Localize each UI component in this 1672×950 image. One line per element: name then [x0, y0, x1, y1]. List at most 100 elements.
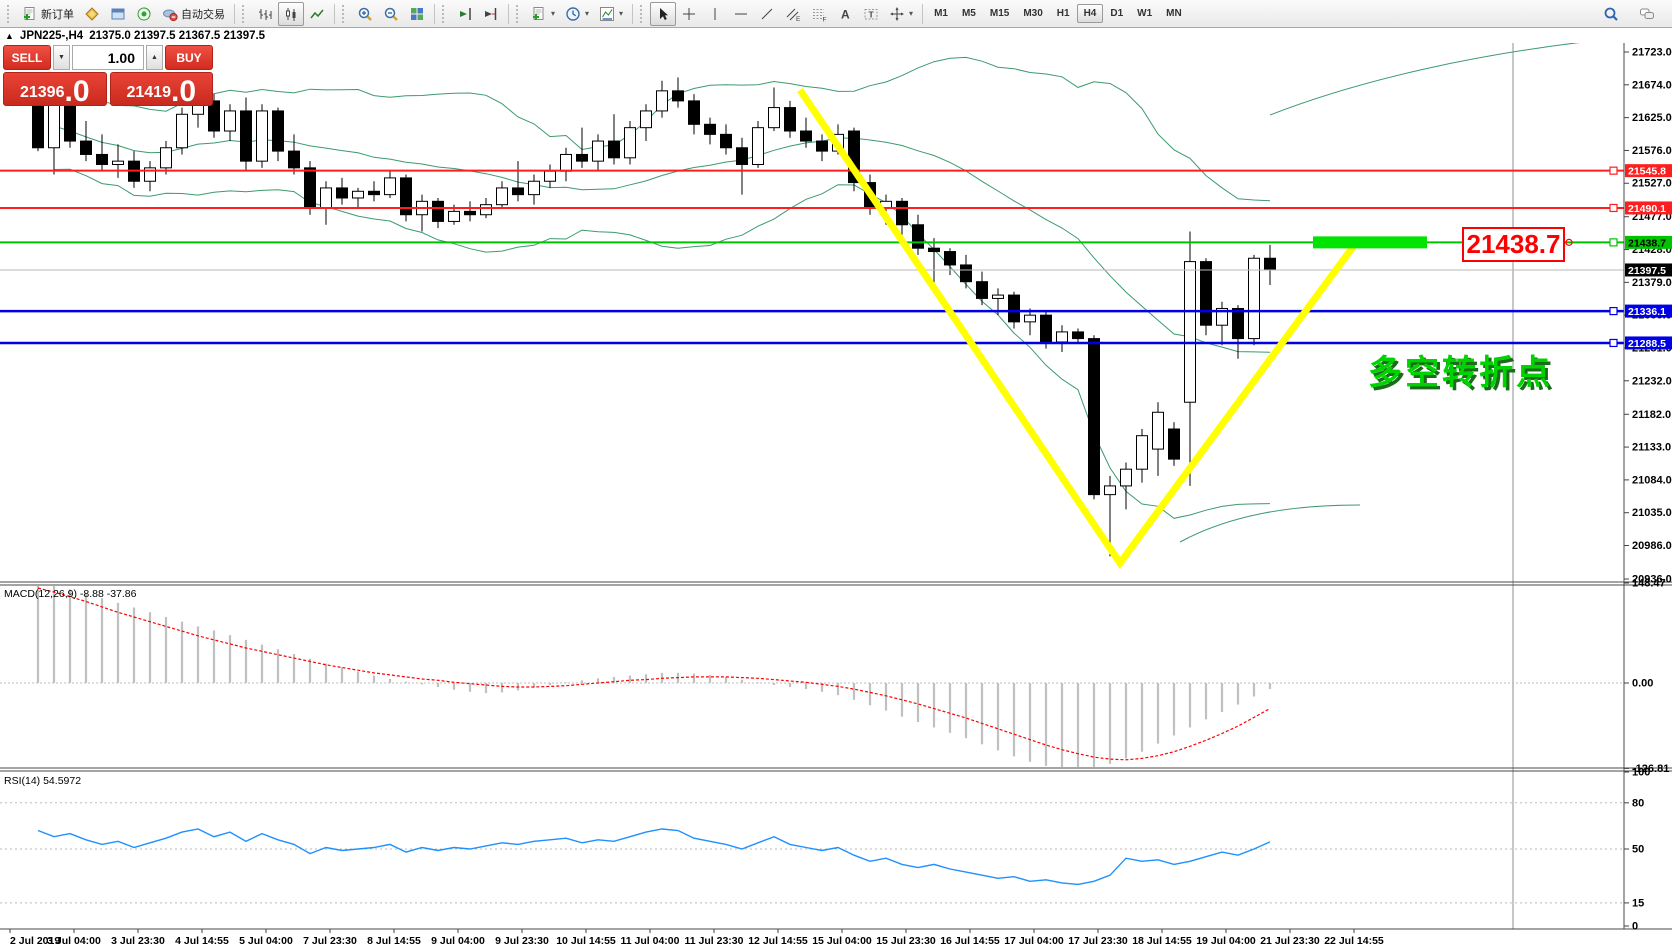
chart-shift-button[interactable] [478, 2, 504, 26]
buy-price-button[interactable]: 21419.0 [109, 72, 213, 106]
price-badge-text: 21288.5 [1628, 338, 1666, 350]
buy-price-main: 21419 [126, 84, 171, 101]
bull-candle [768, 107, 780, 129]
bear-candle [960, 264, 972, 283]
text-label-button[interactable]: T [858, 2, 884, 26]
sell-price-button[interactable]: 21396.0 [3, 72, 107, 106]
tile-windows-icon [411, 7, 423, 20]
periods-button[interactable]: ▾ [560, 2, 594, 26]
volume-increase-button[interactable]: ▲ [146, 45, 163, 70]
bar-chart-button[interactable] [252, 2, 278, 26]
bear-candle [800, 130, 812, 142]
sell-button[interactable]: SELL [3, 45, 51, 70]
volume-input[interactable]: 1.00 [72, 45, 144, 70]
level-line-handle[interactable] [1609, 238, 1618, 247]
templates-button[interactable]: ▾ [526, 2, 560, 26]
timeframe-m30-button[interactable]: M30 [1023, 8, 1043, 19]
level-line-handle[interactable] [1609, 166, 1618, 175]
line-chart-button[interactable] [304, 2, 330, 26]
indicators-button[interactable]: ▾ [594, 2, 628, 26]
dropdown-caret-icon[interactable]: ▾ [619, 9, 624, 18]
green-highlight-bar[interactable] [1313, 236, 1427, 249]
symbol-ohlc-values: 21375.0 21397.5 21367.5 21397.5 [89, 30, 266, 42]
level-line-handle[interactable] [1609, 306, 1618, 316]
fibonacci-button[interactable]: F [806, 2, 832, 26]
bull-candle [544, 170, 556, 182]
chart-bars-icon [259, 8, 272, 20]
bull-candle [640, 110, 652, 129]
svg-text:E: E [796, 16, 801, 22]
trendline-icon [761, 8, 773, 19]
level-line-handle[interactable] [1609, 338, 1618, 348]
one-click-collapse-arrow[interactable]: ▲ [5, 31, 14, 41]
toolbar-separator [434, 3, 435, 24]
tile-windows-button[interactable] [404, 2, 430, 26]
bear-candle [672, 90, 684, 102]
chat-button[interactable] [1634, 2, 1660, 26]
bull-candle [528, 180, 540, 196]
zoom-out-button[interactable] [378, 2, 404, 26]
level-line-handle[interactable] [1609, 203, 1618, 213]
bull-candle [1136, 435, 1148, 470]
navigator-button[interactable] [105, 2, 131, 26]
time-tick-label: 8 Jul 14:55 [367, 935, 421, 947]
auto-scroll-button[interactable] [452, 2, 478, 26]
bull-candle [656, 90, 668, 112]
channel-button[interactable]: E [780, 2, 806, 26]
arrows-button[interactable]: ▾ [884, 2, 918, 26]
timeframe-d1-button[interactable]: D1 [1110, 8, 1124, 19]
dropdown-caret-icon[interactable]: ▾ [585, 9, 590, 18]
price-callout-box[interactable] [1462, 227, 1565, 262]
dropdown-caret-icon[interactable]: ▾ [551, 9, 556, 18]
text-button[interactable]: A [832, 2, 858, 26]
timeframe-m1-button[interactable]: M1 [934, 8, 948, 19]
svg-text:A: A [841, 7, 850, 21]
time-tick-label: 10 Jul 14:55 [556, 935, 616, 947]
zoom-in-button[interactable] [352, 2, 378, 26]
price-axis[interactable]: 21723.021674.021625.021576.021527.021477… [1624, 47, 1672, 933]
bull-candle [352, 190, 364, 199]
timeframe-m15-button[interactable]: M15 [989, 8, 1010, 19]
timeframe-w1-button[interactable]: W1 [1137, 8, 1153, 19]
vertical-line-button[interactable] [702, 2, 728, 26]
toolbar-separator [334, 3, 335, 24]
bull-candle [112, 160, 124, 165]
buy-button[interactable]: BUY [165, 45, 213, 70]
timeframe-h1-button[interactable]: H1 [1056, 8, 1070, 19]
zoom-in-icon [358, 7, 372, 21]
clock-icon [566, 6, 580, 21]
timeframe-mn-button[interactable]: MN [1166, 8, 1182, 19]
horizontal-line-button[interactable] [728, 2, 754, 26]
bear-candle [976, 281, 988, 299]
crosshair-button[interactable] [676, 2, 702, 26]
bear-candle [720, 133, 732, 149]
price-tick-label: 21379.0 [1632, 277, 1672, 289]
volume-decrease-button[interactable]: ▼ [53, 45, 70, 70]
new-order-button[interactable]: 新订单 [17, 2, 79, 26]
price-tick-label: 21133.0 [1632, 442, 1671, 454]
timeframe-h4-button[interactable]: H4 [1076, 4, 1104, 23]
bear-candle [928, 247, 940, 253]
yellow-zigzag-trendline[interactable] [797, 88, 1361, 570]
search-button[interactable] [1598, 2, 1624, 26]
bull-candle [256, 110, 268, 162]
market-watch-button[interactable] [79, 2, 105, 26]
rsi-label: RSI(14) 54.5972 [4, 775, 81, 787]
time-tick-label: 3 Jul 23:30 [111, 935, 165, 947]
bear-candle [1040, 314, 1052, 343]
doc-plus-icon [533, 6, 544, 20]
bull-candle [1024, 314, 1036, 323]
dropdown-caret-icon[interactable]: ▾ [909, 9, 914, 18]
cloud-stop-icon [163, 9, 178, 21]
auto-trading-button[interactable]: 自动交易 [157, 2, 230, 26]
cursor-button[interactable] [650, 1, 677, 26]
connection-button[interactable] [131, 2, 157, 26]
timeframe-m5-button[interactable]: M5 [961, 8, 976, 19]
vline-icon [714, 7, 716, 20]
candlestick-chart-button[interactable] [278, 1, 304, 26]
trendline-button[interactable] [754, 2, 780, 26]
bear-candle [1200, 261, 1212, 326]
time-tick-label: 22 Jul 14:55 [1324, 935, 1384, 947]
